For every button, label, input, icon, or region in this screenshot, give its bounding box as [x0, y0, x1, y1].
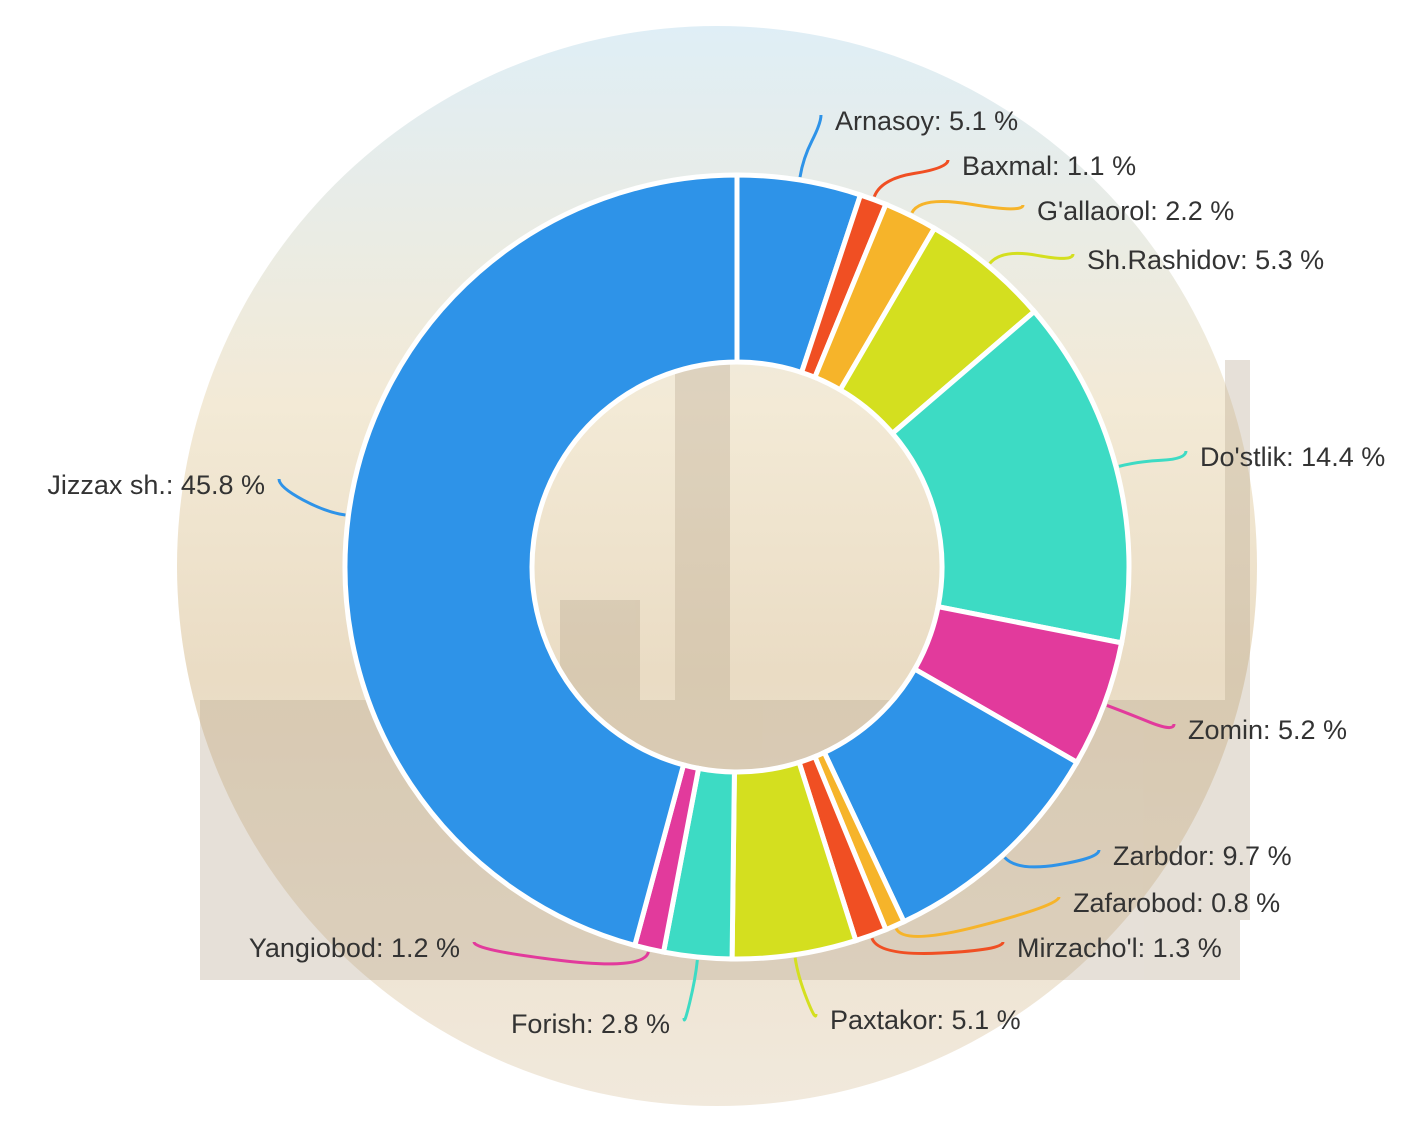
slice-label: Zarbdor: 9.7 % [1113, 841, 1292, 871]
slice [888, 307, 1132, 646]
slice-label: Jizzax sh.: 45.8 % [47, 470, 265, 500]
slice-label: Forish: 2.8 % [511, 1009, 670, 1039]
slice [342, 172, 740, 949]
leader-line [798, 114, 823, 178]
slice-label: Mirzacho'l: 1.3 % [1017, 933, 1222, 963]
leader-line [793, 957, 818, 1018]
slice-label: Zafarobod: 0.8 % [1073, 888, 1280, 918]
slice-label: Zomin: 5.2 % [1188, 715, 1347, 745]
leader-line [910, 200, 1025, 214]
leader-line [1003, 849, 1101, 869]
slice-label: Paxtakor: 5.1 % [830, 1005, 1021, 1035]
slice-label: Arnasoy: 5.1 % [835, 106, 1018, 136]
leader-line [682, 959, 699, 1022]
slice-label: Baxmal: 1.1 % [962, 151, 1136, 181]
slice-label: Do'stlik: 14.4 % [1200, 442, 1385, 472]
leader-line [872, 159, 950, 198]
slice-label: Yangiobod: 1.2 % [249, 933, 460, 963]
leader-line [1118, 450, 1188, 468]
leader-line [894, 896, 1061, 938]
leader-line [870, 937, 1005, 955]
slice-label: Sh.Rashidov: 5.3 % [1087, 245, 1324, 275]
slice-label: G'allaorol: 2.2 % [1037, 196, 1234, 226]
leader-line [1106, 704, 1176, 730]
leader-line [472, 941, 650, 966]
leader-line [277, 478, 346, 517]
leader-line [988, 251, 1075, 265]
